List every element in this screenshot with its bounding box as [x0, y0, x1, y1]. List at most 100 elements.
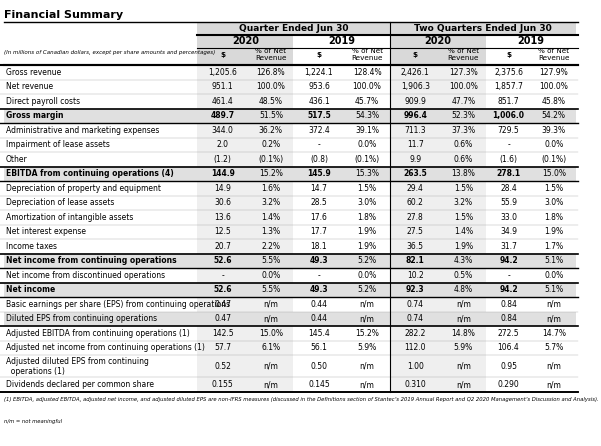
Text: 0.74: 0.74: [407, 300, 424, 309]
Text: 851.7: 851.7: [498, 97, 519, 106]
Text: 144.9: 144.9: [211, 169, 235, 178]
Text: 1,857.7: 1,857.7: [494, 82, 523, 91]
Text: 1,224.1: 1,224.1: [305, 68, 334, 77]
Text: n/m: n/m: [263, 380, 278, 389]
Text: 15.3%: 15.3%: [355, 169, 379, 178]
Text: Quarter Ended Jun 30: Quarter Ended Jun 30: [239, 24, 348, 33]
Text: 145.4: 145.4: [308, 329, 330, 338]
Bar: [197, 181, 293, 195]
Text: 9.9: 9.9: [409, 155, 421, 164]
Text: 1.5%: 1.5%: [545, 184, 563, 193]
Text: 3.0%: 3.0%: [358, 198, 377, 207]
Text: Net income from continuing operations: Net income from continuing operations: [6, 256, 177, 265]
Text: 2020: 2020: [232, 37, 259, 46]
Text: 36.2%: 36.2%: [259, 126, 283, 135]
Text: Depreciation of lease assets: Depreciation of lease assets: [6, 198, 114, 207]
Text: 27.5: 27.5: [407, 227, 424, 236]
Text: 5.1%: 5.1%: [545, 256, 563, 265]
Text: 14.7: 14.7: [311, 184, 328, 193]
Text: 4.8%: 4.8%: [454, 285, 473, 294]
Text: 344.0: 344.0: [212, 126, 234, 135]
Text: Basic earnings per share (EPS) from continuing operations: Basic earnings per share (EPS) from cont…: [6, 300, 230, 309]
Text: 0.6%: 0.6%: [454, 155, 473, 164]
Text: 0.84: 0.84: [500, 300, 517, 309]
Text: % of Net
Revenue: % of Net Revenue: [255, 48, 287, 61]
Text: 2.2%: 2.2%: [261, 242, 281, 251]
Text: 100.0%: 100.0%: [539, 82, 568, 91]
Bar: [486, 35, 576, 48]
Bar: [389, 239, 486, 253]
Text: 0.5%: 0.5%: [454, 271, 473, 280]
Text: Adjusted EBITDA from continuing operations (1): Adjusted EBITDA from continuing operatio…: [6, 329, 189, 338]
Text: 112.0: 112.0: [404, 343, 426, 352]
Text: (0.1%): (0.1%): [355, 155, 380, 164]
Text: 729.5: 729.5: [498, 126, 519, 135]
Text: 4.3%: 4.3%: [454, 256, 473, 265]
Text: 951.1: 951.1: [212, 82, 234, 91]
Text: (1) EBITDA, adjusted EBITDA, adjusted net income, and adjusted diluted EPS are n: (1) EBITDA, adjusted EBITDA, adjusted ne…: [4, 397, 599, 402]
Text: 711.3: 711.3: [404, 126, 426, 135]
Text: (1.6): (1.6): [499, 155, 517, 164]
Text: 6.1%: 6.1%: [261, 343, 281, 352]
Text: 55.9: 55.9: [500, 198, 517, 207]
Text: 278.1: 278.1: [496, 169, 520, 178]
Text: 1,006.0: 1,006.0: [493, 111, 525, 120]
Text: n/m: n/m: [263, 362, 278, 371]
Text: Net revenue: Net revenue: [6, 82, 53, 91]
Text: 94.2: 94.2: [499, 256, 518, 265]
Text: 30.6: 30.6: [215, 198, 231, 207]
Text: 45.7%: 45.7%: [355, 97, 379, 106]
Text: 1.5%: 1.5%: [454, 184, 473, 193]
Bar: [197, 195, 293, 210]
Text: 0.74: 0.74: [407, 314, 424, 323]
Text: 34.9: 34.9: [500, 227, 517, 236]
Text: 2,375.6: 2,375.6: [494, 68, 523, 77]
Text: 92.3: 92.3: [406, 285, 424, 294]
Text: n/m: n/m: [546, 380, 561, 389]
Text: 10.2: 10.2: [407, 271, 424, 280]
Text: 94.2: 94.2: [499, 285, 518, 294]
Bar: [197, 355, 293, 377]
Text: 15.0%: 15.0%: [542, 169, 566, 178]
Text: 0.0%: 0.0%: [358, 271, 377, 280]
Text: Amortization of intangible assets: Amortization of intangible assets: [6, 213, 133, 222]
Text: n/m: n/m: [546, 314, 561, 323]
Text: n/m: n/m: [263, 300, 278, 309]
Text: 0.84: 0.84: [500, 314, 517, 323]
Bar: [389, 48, 486, 65]
Text: Diluted EPS from continuing operations: Diluted EPS from continuing operations: [6, 314, 157, 323]
Text: n/m: n/m: [359, 362, 374, 371]
Text: 1.9%: 1.9%: [545, 227, 563, 236]
Bar: [389, 152, 486, 166]
Text: 5.1%: 5.1%: [545, 285, 563, 294]
Text: n/m: n/m: [359, 314, 374, 323]
Text: 1.00: 1.00: [407, 362, 424, 371]
Text: n/m: n/m: [359, 300, 374, 309]
Bar: [389, 268, 486, 282]
Text: 54.2%: 54.2%: [542, 111, 566, 120]
Text: Depreciation of property and equipment: Depreciation of property and equipment: [6, 184, 161, 193]
Text: Direct payroll costs: Direct payroll costs: [6, 97, 80, 106]
Text: 1.9%: 1.9%: [358, 227, 377, 236]
Bar: [197, 152, 293, 166]
Bar: [197, 94, 293, 108]
Text: 28.4: 28.4: [500, 184, 517, 193]
Text: 13.6: 13.6: [215, 213, 231, 222]
Text: Gross margin: Gross margin: [6, 111, 63, 120]
Text: 28.5: 28.5: [311, 198, 328, 207]
Text: % of Net
Revenue: % of Net Revenue: [352, 48, 383, 61]
Text: $: $: [317, 51, 322, 58]
Text: $: $: [221, 51, 225, 58]
Bar: [197, 65, 293, 79]
Bar: [197, 210, 293, 224]
Text: 54.3%: 54.3%: [355, 111, 379, 120]
Bar: [197, 297, 293, 311]
Text: 20.7: 20.7: [215, 242, 231, 251]
Text: 1.9%: 1.9%: [358, 242, 377, 251]
Text: 0.155: 0.155: [212, 380, 234, 389]
Text: 14.7%: 14.7%: [542, 329, 566, 338]
Text: (In millions of Canadian dollars, except per share amounts and percentages): (In millions of Canadian dollars, except…: [4, 50, 215, 55]
Text: 2,426.1: 2,426.1: [401, 68, 430, 77]
Text: 82.1: 82.1: [406, 256, 425, 265]
Text: 0.0%: 0.0%: [544, 140, 563, 149]
